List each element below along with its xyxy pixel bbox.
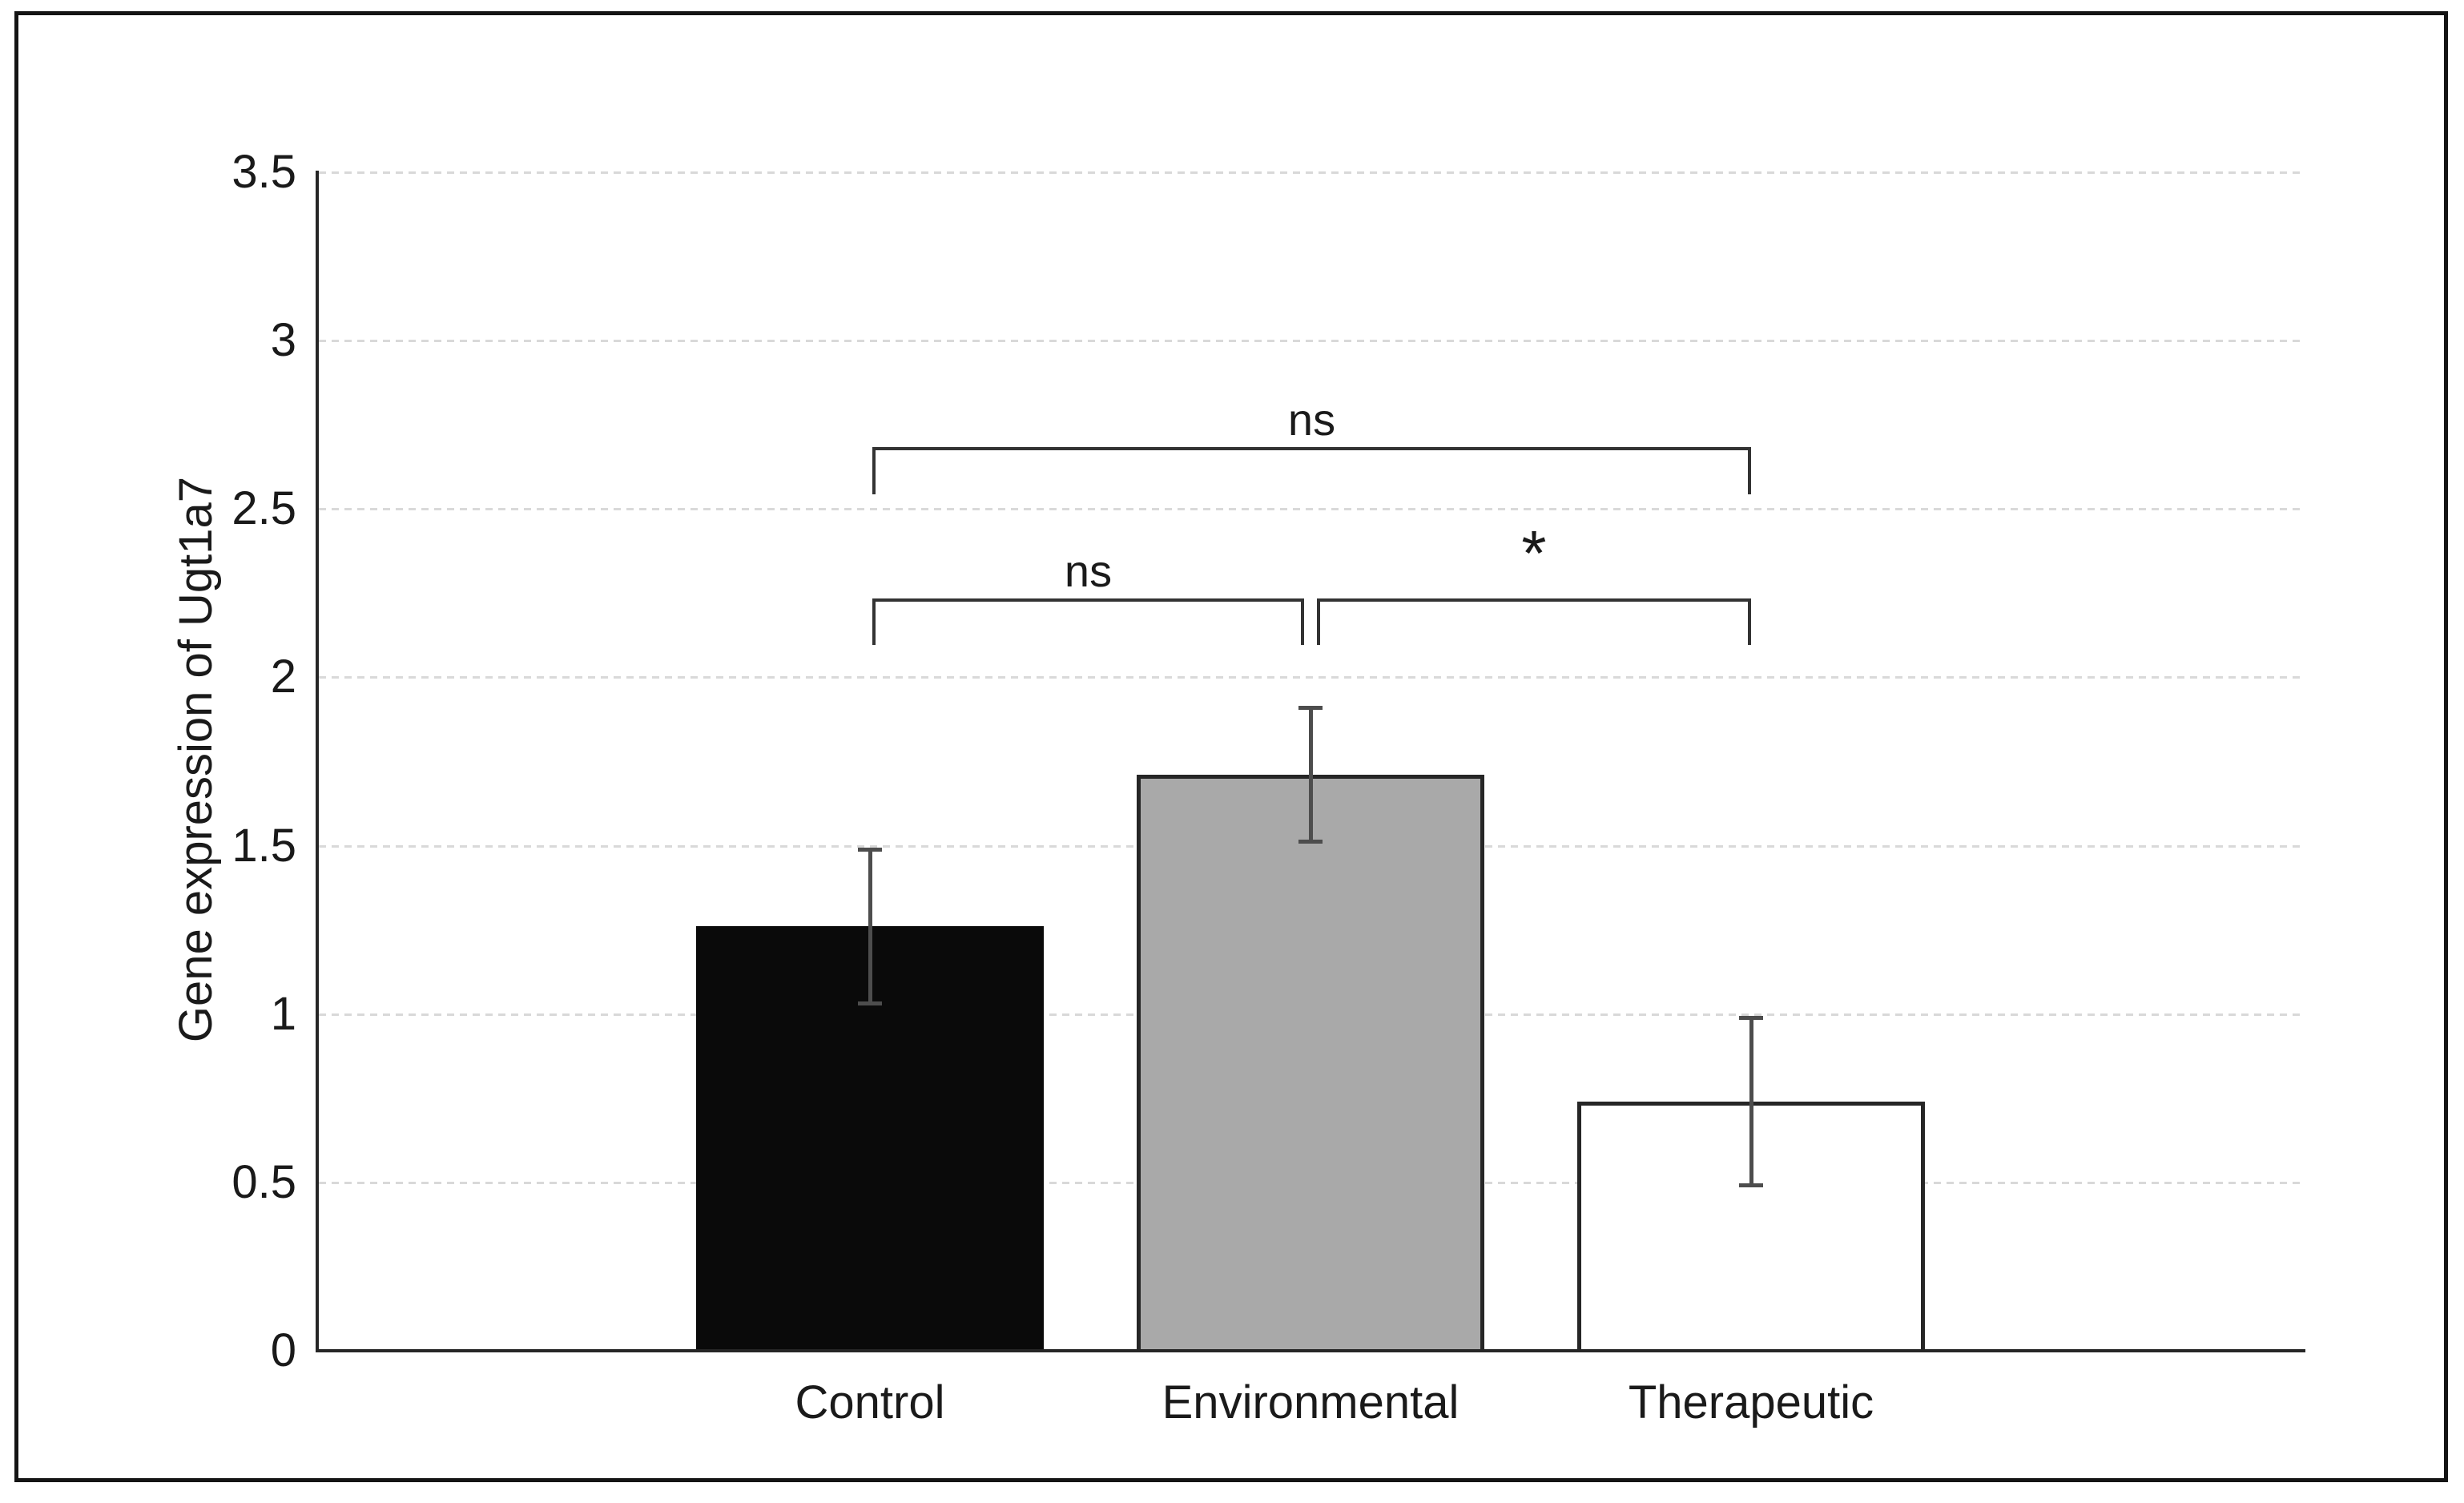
bar-environmental: [1137, 775, 1484, 1351]
gridline: [319, 171, 2305, 174]
significance-label: ns: [1064, 546, 1113, 596]
error-bar-line: [1309, 707, 1313, 843]
error-bar-line: [1749, 1017, 1753, 1187]
figure-border: [14, 11, 2448, 1482]
y-tick-label: 1: [270, 987, 296, 1040]
y-axis-line: [316, 171, 319, 1352]
y-tick-label: 1.5: [232, 819, 296, 872]
error-bar-cap-top: [1739, 1015, 1763, 1020]
bracket-tick: [872, 598, 876, 645]
y-axis-title: Gene expression of Ugt1a7: [170, 476, 222, 1043]
error-bar-line: [868, 848, 872, 1005]
gridline: [319, 508, 2305, 511]
bracket-line: [1317, 598, 1751, 602]
bracket-line: [872, 598, 1304, 602]
y-tick-label: 2: [270, 651, 296, 703]
error-bar-cap-top: [858, 847, 882, 852]
significance-label: ns: [1287, 394, 1336, 445]
error-bar-cap-top: [1298, 706, 1323, 711]
error-bar-cap-bottom: [858, 1001, 882, 1006]
category-label-control: Control: [795, 1376, 945, 1428]
bracket-tick: [1748, 598, 1751, 645]
bracket-line: [872, 447, 1751, 450]
y-tick-label: 3: [270, 314, 296, 367]
gridline: [319, 676, 2305, 679]
bracket-tick: [1301, 598, 1304, 645]
y-tick-label: 0: [270, 1324, 296, 1376]
gridline: [319, 340, 2305, 343]
bracket-tick: [1317, 598, 1320, 645]
bracket-tick: [1748, 447, 1751, 494]
error-bar-cap-bottom: [1739, 1183, 1763, 1188]
error-bar-cap-bottom: [1298, 840, 1323, 844]
bracket-tick: [872, 447, 876, 494]
category-label-environmental: Environmental: [1162, 1376, 1459, 1428]
y-tick-label: 0.5: [232, 1155, 296, 1208]
x-axis-line: [316, 1349, 2305, 1352]
significance-label: *: [1521, 518, 1547, 589]
category-label-therapeutic: Therapeutic: [1628, 1376, 1874, 1428]
y-tick-label: 3.5: [232, 146, 296, 198]
y-tick-label: 2.5: [232, 482, 296, 535]
